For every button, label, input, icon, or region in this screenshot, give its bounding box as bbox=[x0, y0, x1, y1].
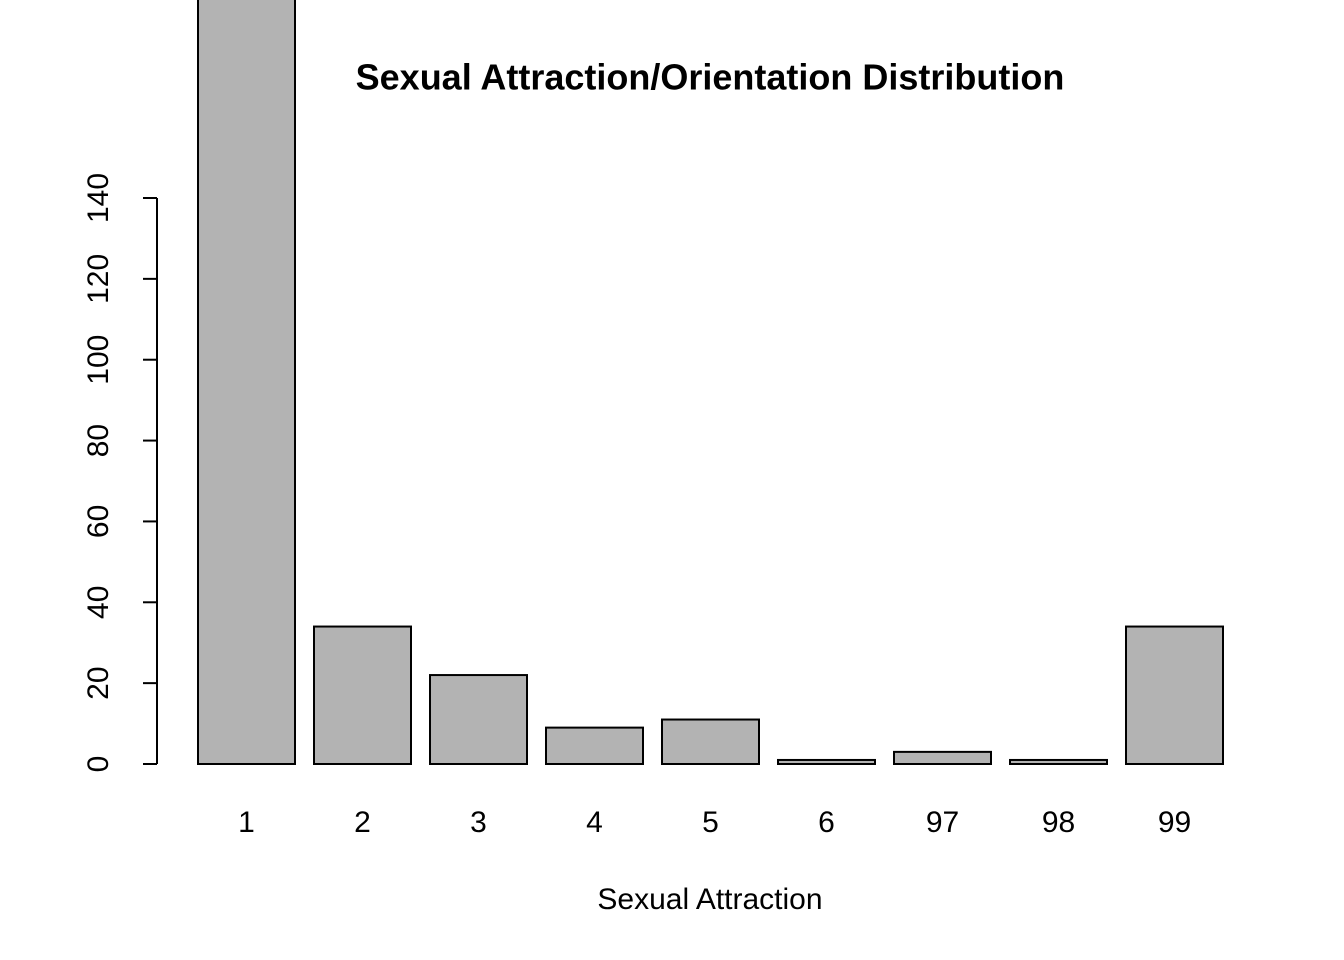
bar bbox=[429, 674, 528, 765]
y-tick-label: 20 bbox=[82, 666, 115, 699]
y-tick-label: 80 bbox=[82, 424, 115, 457]
y-tick-label: 60 bbox=[82, 505, 115, 538]
x-tick-label: 97 bbox=[926, 806, 959, 839]
bar bbox=[545, 726, 644, 765]
y-tick-label: 120 bbox=[82, 254, 115, 304]
x-tick-label: 1 bbox=[238, 806, 255, 839]
bar bbox=[777, 758, 876, 766]
x-tick-label: 4 bbox=[586, 806, 603, 839]
y-tick-label: 0 bbox=[82, 756, 115, 773]
x-tick-label: 2 bbox=[354, 806, 371, 839]
x-axis-label: Sexual Attraction bbox=[597, 883, 822, 916]
bar bbox=[1009, 758, 1108, 766]
bar bbox=[313, 625, 412, 765]
y-tick-label: 40 bbox=[82, 586, 115, 619]
bar bbox=[1125, 625, 1224, 765]
x-tick-label: 98 bbox=[1042, 806, 1075, 839]
y-tick-label: 100 bbox=[82, 335, 115, 385]
x-tick-label: 3 bbox=[470, 806, 487, 839]
x-tick-label: 6 bbox=[818, 806, 835, 839]
bar bbox=[197, 0, 296, 766]
chart-title: Sexual Attraction/Orientation Distributi… bbox=[356, 57, 1065, 98]
y-tick-label: 140 bbox=[82, 173, 115, 223]
bar bbox=[893, 750, 992, 765]
x-tick-label: 5 bbox=[702, 806, 719, 839]
bar bbox=[661, 718, 760, 765]
x-tick-label: 99 bbox=[1158, 806, 1191, 839]
